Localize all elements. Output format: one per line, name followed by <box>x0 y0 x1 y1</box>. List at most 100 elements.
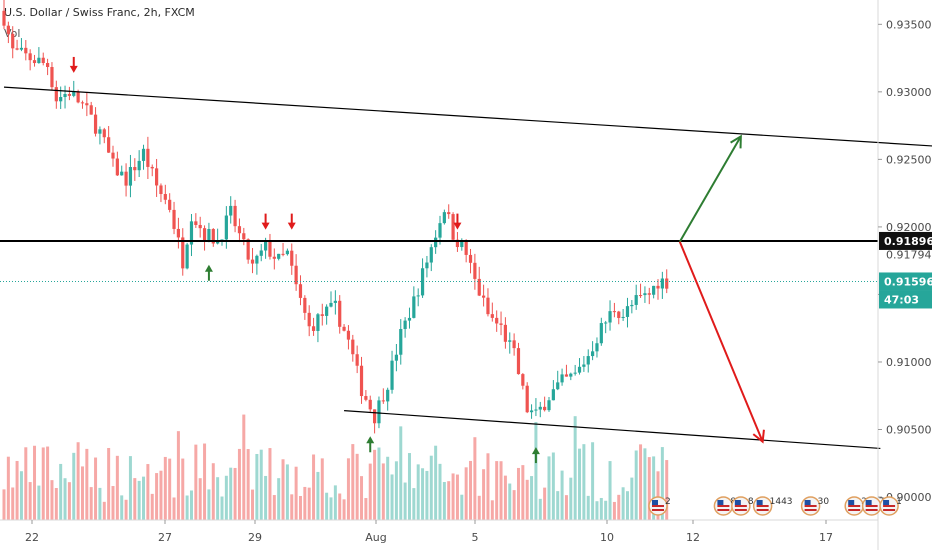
flag-stripe <box>756 505 769 507</box>
volume-bar <box>394 461 398 520</box>
volume-bar <box>482 469 486 520</box>
event-count: 1 <box>896 497 902 507</box>
flag-stripe <box>804 505 817 507</box>
price-tick-label: 0.90000 <box>886 491 932 504</box>
candle-body <box>115 158 119 176</box>
volume-bar <box>355 453 359 520</box>
volume-bar <box>268 448 272 520</box>
volume-bar <box>495 461 499 520</box>
volume-bar <box>660 447 664 520</box>
marker-arrow-down-head <box>453 222 462 230</box>
candle-body <box>128 167 133 186</box>
volume-bar <box>185 495 189 520</box>
event-count: 2 <box>665 497 671 507</box>
candle-body <box>11 33 15 49</box>
candle-body <box>229 205 233 216</box>
volume-bar <box>630 477 634 520</box>
volume-bar <box>307 487 311 520</box>
candle-body <box>338 300 342 327</box>
volume-bar <box>381 463 385 520</box>
volume-bar <box>194 444 198 520</box>
volume-bar <box>547 456 551 520</box>
candle-body <box>298 284 303 298</box>
candle-body <box>407 317 412 321</box>
candle-body <box>377 400 381 424</box>
candle-body <box>176 228 180 238</box>
volume-bar <box>242 414 246 520</box>
candle-body <box>120 171 124 176</box>
candle-body <box>416 295 420 297</box>
volume-bar <box>329 497 333 520</box>
volume-bar <box>530 476 534 520</box>
volume-bar <box>133 478 137 520</box>
flag-stripe <box>652 509 664 511</box>
volume-bar <box>246 449 250 520</box>
candle-body <box>386 389 390 402</box>
candle-body <box>233 205 237 227</box>
candle-body <box>111 152 115 159</box>
volume-bar <box>503 475 507 520</box>
volume-bar <box>207 489 211 520</box>
countdown-label: 47:03 <box>884 293 919 306</box>
candle-body <box>320 314 324 316</box>
candle-body <box>2 10 6 26</box>
candle-body <box>521 374 525 386</box>
candle-body <box>37 57 41 64</box>
candle-body <box>447 212 451 215</box>
volume-bar <box>89 487 93 520</box>
volume-bar <box>460 494 464 520</box>
volume-bar <box>181 458 185 520</box>
volume-bar <box>416 464 420 520</box>
candle-body <box>50 67 54 88</box>
volume-bar <box>368 463 372 520</box>
volume-bar <box>80 466 84 520</box>
volume-bar <box>499 461 503 520</box>
volume-bar <box>643 448 647 520</box>
candle-body <box>468 254 473 263</box>
candle-body <box>294 265 298 285</box>
candle-body <box>242 233 246 240</box>
volume-bar <box>224 475 228 520</box>
candle-body <box>224 215 228 240</box>
volume-bar <box>50 480 54 520</box>
candle-body <box>460 241 464 248</box>
volume-bar <box>455 474 459 520</box>
flag-stripe <box>883 509 896 511</box>
candle-body <box>455 239 460 248</box>
volume-bar <box>469 460 473 520</box>
candle-body <box>107 137 111 153</box>
volume-bar <box>102 501 106 520</box>
candle-body <box>41 57 45 64</box>
candle-body <box>508 340 512 342</box>
volume-bar <box>85 448 89 520</box>
volume-bar <box>255 453 259 520</box>
volume-bar <box>512 490 516 520</box>
volume-bar <box>107 447 111 520</box>
candle-body <box>181 237 185 269</box>
candle-body <box>582 364 586 367</box>
volume-bar <box>377 447 381 520</box>
event-icons: 288144330271 <box>648 496 902 516</box>
volume-bar <box>621 487 625 520</box>
volume-bar <box>604 500 608 520</box>
volume-bar <box>425 470 429 520</box>
candle-body <box>364 396 368 400</box>
volume-bar <box>294 466 298 520</box>
volume-bar <box>137 480 141 520</box>
volume-bar <box>298 495 302 520</box>
bullish-projection-arrow <box>678 135 742 243</box>
candle-body <box>93 114 98 134</box>
volume-bar <box>15 460 19 520</box>
volume-bar <box>608 461 612 520</box>
volume-bar <box>421 468 425 520</box>
volume-bar <box>203 443 207 520</box>
candle-body <box>28 53 32 61</box>
candle-body <box>564 374 569 377</box>
candle-body <box>333 300 337 303</box>
volume-bar <box>560 470 564 520</box>
flag-stripe <box>734 509 747 511</box>
volume-bar <box>386 456 390 520</box>
chart-title: U.S. Dollar / Swiss Franc, 2h, FXCM <box>4 6 195 19</box>
volume-bar <box>189 490 193 520</box>
